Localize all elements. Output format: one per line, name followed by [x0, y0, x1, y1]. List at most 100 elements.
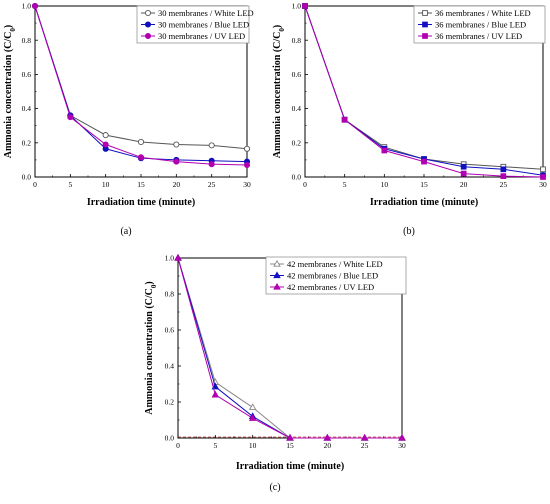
legend-marker — [422, 33, 428, 39]
data-point — [460, 163, 467, 170]
y-axis-title-subscript: 0 — [150, 284, 158, 288]
x-tick-label: 20 — [324, 441, 332, 450]
data-point — [137, 138, 145, 145]
x-tick-label: 15 — [420, 180, 428, 189]
legend-entry: 36 membranes / UV LED — [435, 31, 522, 41]
x-tick-label: 15 — [137, 180, 145, 189]
data-point — [302, 3, 308, 9]
x-tick-label: 10 — [381, 180, 389, 189]
legend-marker — [273, 282, 281, 290]
legend-box — [413, 5, 546, 44]
y-tick-label: 0.0 — [165, 434, 175, 443]
data-point — [102, 132, 109, 139]
data-point — [137, 154, 145, 161]
y-axis-title: Ammonia concentration (C/C0) — [144, 281, 158, 415]
panel-c: 0 5 10 15 20 25 30 0.0 0.2 0.4 0.6 0.8 1.0 Irradiatio… — [144, 253, 407, 493]
y-axis-title-main: Ammonia concentration (C/C — [272, 32, 283, 159]
y-tick-label: 0.8 — [165, 290, 175, 299]
x-tick-label: 10 — [102, 180, 110, 189]
legend-marker — [273, 259, 281, 267]
data-point — [398, 433, 406, 441]
data-point — [421, 158, 427, 165]
data-point — [208, 161, 215, 168]
panel-label: (a) — [120, 226, 131, 237]
x-tick-label: 20 — [173, 180, 181, 189]
data-point — [211, 390, 220, 398]
y-tick-label: 0.6 — [165, 326, 175, 335]
data-point — [341, 116, 348, 123]
x-tick-label: 30 — [539, 180, 547, 189]
y-tick-label: 0.8 — [292, 36, 302, 45]
data-point — [381, 147, 388, 154]
x-tick-label: 25 — [361, 441, 369, 450]
y-axis-title-main: Ammonia concentration (C/C — [3, 32, 14, 159]
legend-marker — [144, 21, 152, 28]
data-point — [500, 166, 507, 173]
x-tick-label: 0 — [176, 441, 180, 450]
legend-box — [136, 5, 250, 44]
x-tick-label: 25 — [500, 180, 508, 189]
data-point — [248, 414, 257, 421]
y-axis-title-subscript: 0 — [278, 28, 286, 32]
x-tick-label: 20 — [460, 180, 468, 189]
legend-marker — [144, 9, 152, 17]
y-axis-title: Ammonia concentration (C/C0) — [272, 25, 286, 159]
data-point — [208, 142, 215, 149]
legend-entry: 36 membranes / White LED — [435, 8, 531, 18]
y-tick-label: 0.2 — [165, 398, 175, 407]
legend-entry: 42 membranes / White LED — [287, 259, 383, 269]
panel-label: (c) — [269, 482, 280, 493]
legend-entry: 36 membranes / Blue LED — [435, 20, 526, 30]
legend-marker — [273, 271, 281, 279]
data-point — [102, 141, 109, 148]
y-tick-label: 0.8 — [22, 36, 32, 45]
legend-entry: 30 membranes / UV LED — [158, 31, 245, 41]
data-point — [174, 253, 182, 261]
x-tick-label: 30 — [243, 180, 251, 189]
y-tick-label: 1.0 — [165, 254, 175, 263]
x-tick-label: 0 — [303, 180, 307, 189]
x-tick-label: 5 — [343, 180, 347, 189]
data-point — [460, 170, 467, 177]
y-tick-label: 1.0 — [22, 2, 32, 11]
x-tick-label: 5 — [68, 180, 72, 189]
panel-label: (b) — [403, 226, 415, 237]
data-point — [31, 2, 39, 10]
x-tick-label: 15 — [286, 441, 294, 450]
x-axis-title: Irradiation time (minute) — [236, 461, 344, 472]
x-axis-title: Irradiation time (minute) — [87, 197, 195, 208]
legend-entry: 30 membranes / White LED — [158, 8, 254, 18]
x-tick-label: 25 — [208, 180, 216, 189]
y-tick-label: 0.2 — [22, 138, 32, 147]
x-axis-title: Irradiation time (minute) — [370, 197, 478, 208]
data-point — [500, 173, 507, 179]
panel-a: 0 5 10 15 20 25 30 0.0 0.2 0.4 0.6 0.8 1.0 Irradiatio… — [3, 2, 254, 237]
x-tick-label: 10 — [249, 441, 257, 450]
data-point — [540, 174, 546, 180]
panel-b: 0 5 10 15 20 25 30 0.0 0.2 0.4 0.6 0.8 1.0 Irradiatio… — [272, 2, 547, 237]
y-tick-label: 0.4 — [292, 104, 302, 113]
y-tick-label: 0.0 — [292, 173, 302, 182]
x-tick-label: 5 — [213, 441, 217, 450]
legend-marker — [422, 10, 428, 16]
y-axis-title-close: ) — [272, 25, 283, 28]
legend-entry: 42 membranes / UV LED — [287, 282, 374, 292]
data-point — [67, 114, 74, 121]
x-tick-label: 0 — [33, 180, 37, 189]
data-point — [323, 433, 332, 441]
y-tick-label: 0.6 — [22, 70, 32, 79]
y-tick-label: 0.6 — [292, 70, 302, 79]
legend-marker — [422, 21, 428, 28]
y-tick-label: 0.2 — [292, 138, 302, 147]
y-axis-title-subscript: 0 — [9, 28, 17, 32]
legend-marker — [144, 32, 152, 40]
legend-entry: 42 membranes / Blue LED — [287, 271, 378, 281]
data-point — [360, 433, 369, 441]
y-tick-label: 0.0 — [22, 173, 32, 182]
data-point — [243, 161, 251, 169]
y-tick-label: 0.4 — [22, 104, 32, 113]
y-tick-label: 0.4 — [165, 362, 175, 371]
data-point — [248, 403, 257, 411]
data-point — [173, 158, 180, 165]
